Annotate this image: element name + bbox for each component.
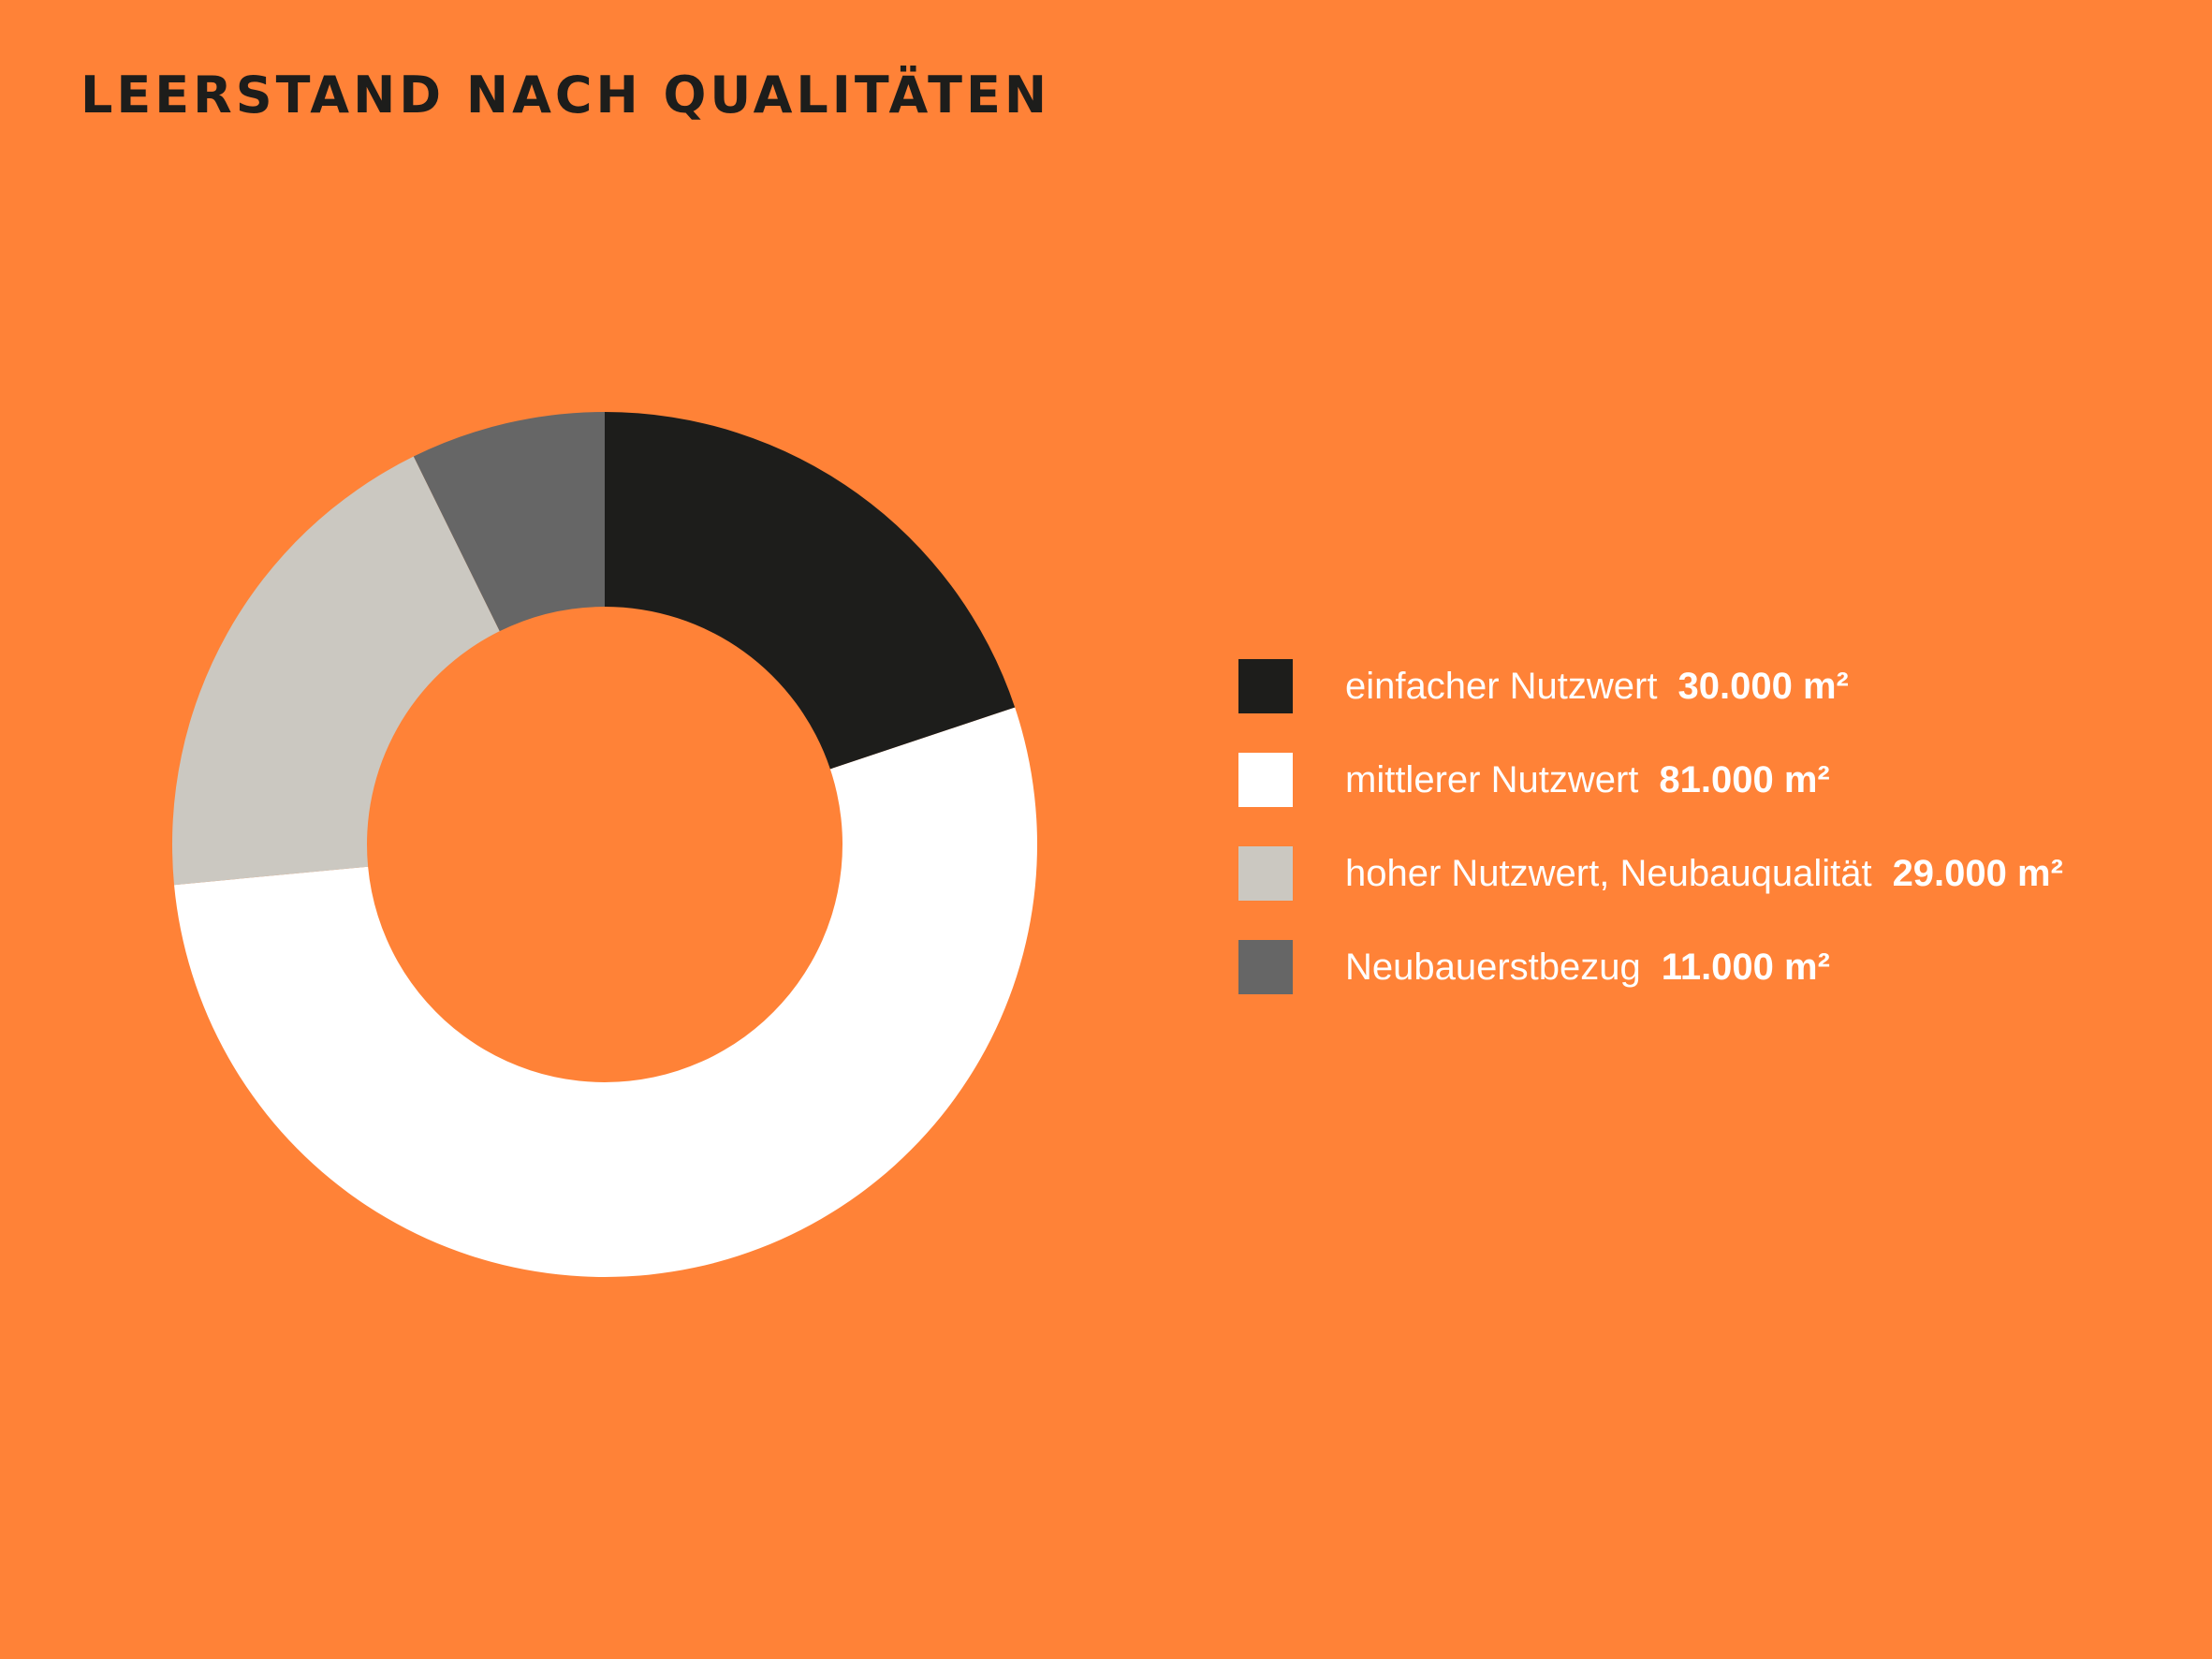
legend-item: einfacher Nutzwert 30.000 m² [1238,659,2063,713]
chart-legend: einfacher Nutzwert 30.000 m² mittlerer N… [1238,659,2063,1034]
legend-item: mittlerer Nutzwert 81.000 m² [1238,753,2063,807]
legend-value: 29.000 m² [1892,852,2063,894]
chart-title: LEERSTAND NACH QUALITÄTEN [81,66,1051,125]
donut-slice [172,456,500,886]
legend-value: 81.000 m² [1659,758,1830,800]
legend-swatch [1238,846,1293,901]
legend-value: 11.000 m² [1661,946,1830,988]
legend-swatch [1238,940,1293,994]
legend-label: einfacher Nutzwert [1345,665,1658,707]
donut-slice [605,412,1016,770]
legend-label: Neubauerstbezug [1345,946,1641,988]
donut-slice [413,412,605,632]
legend-swatch [1238,753,1293,807]
legend-swatch [1238,659,1293,713]
legend-value: 30.000 m² [1677,665,1849,707]
legend-label: hoher Nutzwert, Neubauqualität [1345,852,1872,894]
legend-item: Neubauerstbezug 11.000 m² [1238,940,2063,994]
legend-label: mittlerer Nutzwert [1345,758,1639,800]
legend-item: hoher Nutzwert, Neubauqualität 29.000 m² [1238,846,2063,901]
donut-slice [174,707,1038,1277]
